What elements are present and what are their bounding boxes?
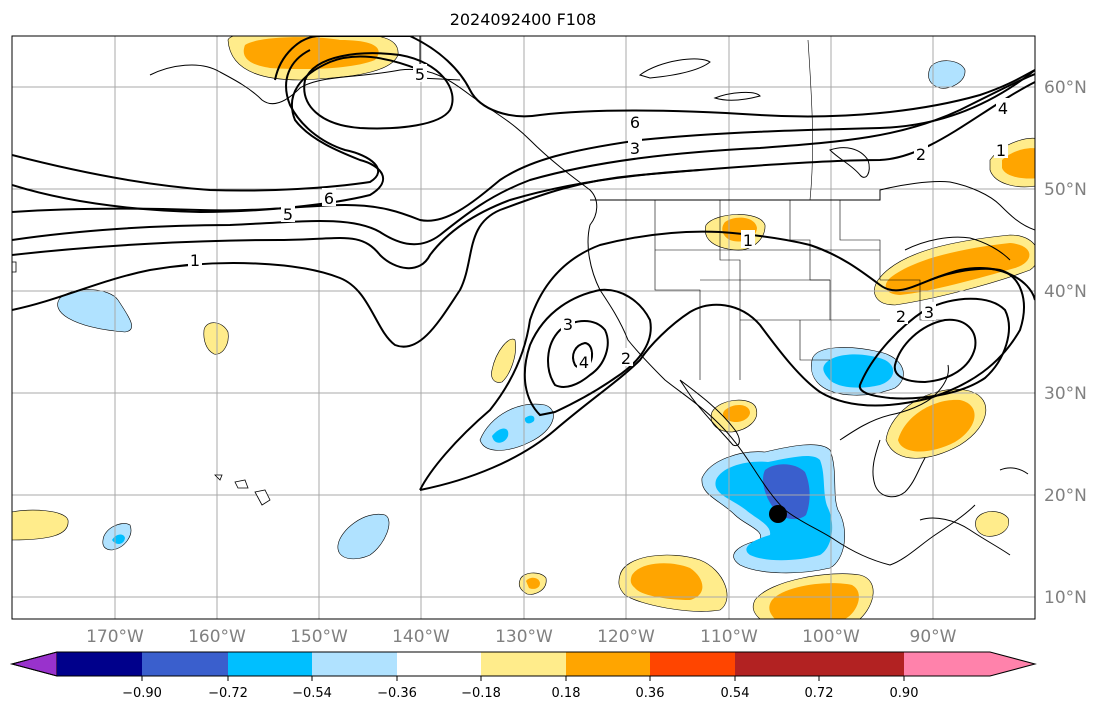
- contour-label: 1: [188, 250, 202, 270]
- lon-label: 140°W: [392, 627, 450, 647]
- colorbar-extend-low: [10, 651, 58, 677]
- contour-lines: [12, 36, 1035, 491]
- colorbar-tick: 0.72: [805, 686, 834, 701]
- contour-label: 1: [741, 230, 755, 250]
- contour-label: 1: [994, 140, 1008, 160]
- contour-label: 4: [996, 98, 1010, 118]
- coastlines: [149, 36, 1035, 566]
- colorbar-tick: 0.18: [552, 686, 581, 701]
- lat-label: 10°N: [1044, 588, 1087, 608]
- svg-text:4: 4: [998, 99, 1008, 118]
- lon-label: 170°W: [86, 627, 144, 647]
- lon-label: 130°W: [495, 627, 553, 647]
- colorbar-tick: −0.54: [292, 686, 332, 701]
- svg-text:3: 3: [630, 139, 640, 158]
- state-borders: [654, 39, 950, 380]
- colorbar-tick: 0.36: [636, 686, 665, 701]
- lat-label: 50°N: [1044, 180, 1087, 200]
- svg-text:5: 5: [415, 65, 425, 84]
- svg-text:1: 1: [743, 231, 753, 250]
- svg-text:1: 1: [190, 251, 200, 270]
- anomaly-shading: [12, 36, 1035, 619]
- colorbar-tick: −0.36: [377, 686, 417, 701]
- svg-text:1: 1: [996, 141, 1006, 160]
- contour-labels: 5 6 3 6 5 1 4 2 1 1 3 4 2 2 3: [188, 64, 1010, 372]
- colorbar-tick: −0.72: [208, 686, 248, 701]
- location-marker: [769, 505, 787, 523]
- lon-label: 160°W: [188, 627, 246, 647]
- contour-label: 6: [628, 112, 642, 132]
- contour-label: 3: [628, 138, 642, 158]
- colorbar-segment: [819, 652, 904, 676]
- colorbar-tick: −0.18: [461, 686, 501, 701]
- svg-text:6: 6: [630, 113, 640, 132]
- lon-label: 150°W: [290, 627, 348, 647]
- colorbar-tick: 0.54: [721, 686, 750, 701]
- lon-label: 90°W: [910, 627, 957, 647]
- colorbar-extend-high: [904, 652, 1035, 676]
- svg-text:3: 3: [563, 315, 573, 334]
- svg-text:2: 2: [621, 349, 631, 368]
- colorbar-tick: −0.90: [122, 686, 162, 701]
- contour-label: 6: [322, 188, 336, 208]
- lat-label: 30°N: [1044, 384, 1087, 404]
- svg-text:6: 6: [324, 189, 334, 208]
- contour-label: 5: [281, 204, 295, 224]
- colorbar-segment: [312, 652, 397, 676]
- colorbar-segment: [142, 652, 228, 676]
- lon-label: 100°W: [802, 627, 860, 647]
- svg-text:3: 3: [924, 303, 934, 322]
- map-title: 2024092400 F108: [450, 10, 597, 29]
- contour-label: 4: [577, 352, 591, 372]
- contour-label: 5: [413, 64, 427, 84]
- latitude-labels: 60°N 50°N 40°N 30°N 20°N 10°N: [1044, 78, 1087, 608]
- colorbar-segment: [650, 652, 735, 676]
- lat-label: 20°N: [1044, 486, 1087, 506]
- contour-label: 3: [561, 314, 575, 334]
- colorbar-segment: [397, 652, 481, 676]
- colorbar: −0.90 −0.72 −0.54 −0.36 −0.18 0.18 0.36 …: [10, 651, 1037, 701]
- lat-label: 40°N: [1044, 282, 1087, 302]
- lon-label: 110°W: [700, 627, 758, 647]
- lon-label: 120°W: [597, 627, 655, 647]
- colorbar-segment: [735, 652, 819, 676]
- map-border: [11, 35, 1036, 620]
- contour-label: 2: [894, 306, 908, 326]
- colorbar-segment: [481, 652, 566, 676]
- colorbar-segment: [228, 652, 312, 676]
- lat-label: 60°N: [1044, 78, 1087, 98]
- contour-label: 3: [922, 302, 936, 322]
- colorbar-segment: [566, 652, 650, 676]
- islands: [12, 261, 271, 506]
- longitude-labels: 170°W 160°W 150°W 140°W 130°W 120°W 110°…: [86, 627, 957, 647]
- contour-label: 2: [619, 348, 633, 368]
- svg-text:4: 4: [579, 353, 589, 372]
- colorbar-segment: [57, 652, 142, 676]
- contour-label: 2: [914, 144, 928, 164]
- svg-text:5: 5: [283, 205, 293, 224]
- svg-text:2: 2: [896, 307, 906, 326]
- colorbar-tick: 0.90: [890, 686, 919, 701]
- svg-text:2: 2: [916, 145, 926, 164]
